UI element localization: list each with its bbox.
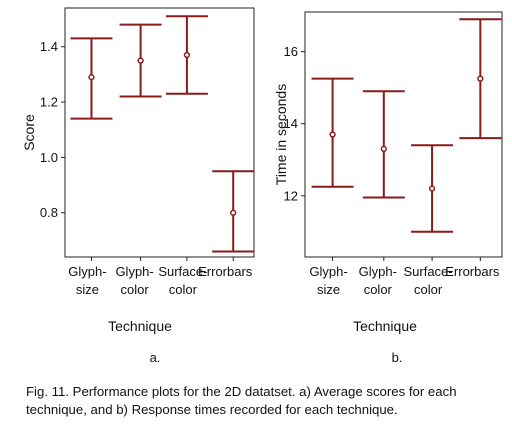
x-tick-label-line: Surface- [403, 264, 452, 279]
x-tick-label: Surface-color [403, 264, 452, 297]
y-tick-label: 1.4 [40, 39, 58, 54]
x-tick-label-line: size [317, 282, 340, 297]
x-tick-label: Glyph-size [68, 264, 106, 297]
x-tick-label: Errorbars [198, 264, 253, 279]
x-tick-label-line: color [414, 282, 443, 297]
plot-frame [304, 11, 503, 258]
x-axis-title: Technique [108, 318, 172, 334]
y-tick-label: 0.8 [40, 205, 58, 220]
x-tick-label: Errorbars [445, 264, 500, 279]
y-tick-label: 1.2 [40, 95, 58, 110]
x-tick-label-line: Surface- [158, 264, 207, 279]
x-tick-label-line: size [76, 282, 99, 297]
x-axis-title: Technique [353, 318, 417, 334]
x-tick-label-line: Errorbars [445, 264, 500, 279]
performance-plots: 0.81.01.21.4ScoreGlyph-sizeGlyph-colorSu… [21, 7, 503, 365]
mean-point [477, 75, 484, 82]
x-tick-label-line: Glyph- [68, 264, 106, 279]
x-tick-label-line: Glyph- [359, 264, 397, 279]
mean-point [230, 209, 237, 216]
mean-point [183, 51, 191, 59]
x-tick-label-line: Glyph- [309, 264, 347, 279]
y-tick-label: 16 [284, 44, 298, 59]
mean-point [329, 131, 336, 138]
plot-frame [64, 7, 255, 258]
mean-point [88, 74, 95, 81]
panel-label: b. [392, 350, 403, 365]
figure-caption: Fig. 11. Performance plots for the 2D da… [26, 384, 457, 417]
x-tick-label: Glyph-color [359, 264, 397, 297]
y-axis-title: Score [21, 114, 37, 151]
y-axis-title: Time in seconds [273, 84, 289, 185]
x-tick-label: Surface-color [158, 264, 207, 297]
y-tick-label: 14 [284, 116, 298, 131]
mean-point [428, 185, 436, 192]
x-tick-label-line: Glyph- [115, 264, 153, 279]
mean-point [137, 57, 144, 64]
x-tick-label-line: color [121, 282, 150, 297]
y-tick-label: 1.0 [40, 150, 58, 165]
x-tick-label: Glyph-color [115, 264, 153, 297]
x-tick-label-line: color [169, 282, 198, 297]
x-tick-label-line: color [364, 282, 393, 297]
y-tick-label: 12 [284, 188, 298, 203]
x-tick-label-line: Errorbars [198, 264, 253, 279]
x-tick-label: Glyph-size [309, 264, 347, 297]
panel-label: a. [150, 350, 161, 365]
chart-panel-a: 0.81.01.21.4ScoreGlyph-sizeGlyph-colorSu… [21, 7, 255, 365]
mean-point [380, 145, 387, 153]
